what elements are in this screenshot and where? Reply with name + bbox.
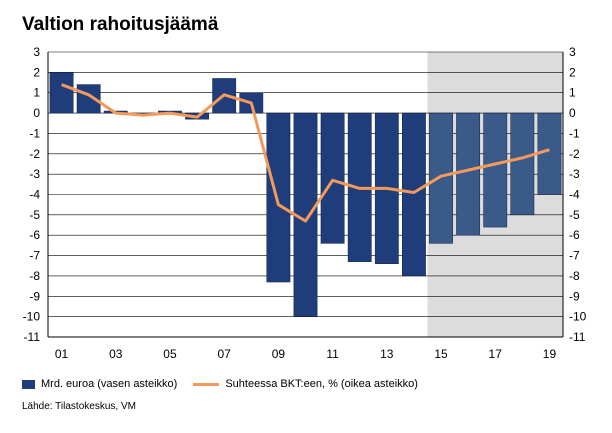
legend-line-label: Suhteessa BKT:een, % (oikea asteikko) (225, 378, 418, 390)
bar (429, 112, 453, 244)
y-tick-left: 2 (33, 65, 40, 79)
bar (49, 72, 74, 114)
y-tick-left: -7 (29, 249, 40, 263)
y-tick-left: -4 (29, 188, 40, 202)
y-tick-right: 1 (569, 86, 576, 100)
y-tick-right: -5 (569, 208, 580, 222)
y-tick-right: 0 (569, 106, 576, 120)
y-tick-right: -8 (569, 269, 580, 283)
legend-line-swatch (193, 382, 220, 386)
bar (483, 112, 508, 228)
bar (320, 112, 345, 244)
y-tick-left: 1 (33, 86, 40, 100)
legend-item-line: Suhteessa BKT:een, % (oikea asteikko) (193, 378, 418, 390)
y-tick-right: 2 (569, 65, 576, 79)
y-tick-right: -7 (569, 249, 580, 263)
y-tick-right: -6 (569, 228, 580, 242)
x-tick: 03 (109, 347, 123, 361)
bar (266, 112, 291, 283)
bar (537, 112, 562, 195)
x-tick: 11 (326, 347, 339, 361)
x-tick: 01 (55, 347, 69, 361)
legend: Mrd. euroa (vasen asteikko) Suhteessa BK… (22, 378, 434, 390)
y-tick-left: -8 (29, 269, 40, 283)
x-tick: 07 (218, 347, 232, 361)
x-tick: 19 (543, 347, 557, 361)
y-tick-right: -2 (569, 147, 580, 161)
y-tick-right: -10 (569, 310, 587, 324)
y-tick-left: -3 (29, 167, 40, 181)
legend-bar-swatch (22, 379, 35, 389)
source-note: Lähde: Tilastokeskus, VM (22, 401, 136, 412)
y-tick-left: -10 (23, 310, 41, 324)
y-tick-left: -11 (24, 330, 41, 344)
y-tick-left: -1 (29, 126, 40, 140)
legend-bar-label: Mrd. euroa (vasen asteikko) (41, 378, 178, 390)
bar (402, 112, 426, 277)
y-tick-left: -6 (29, 228, 40, 242)
y-tick-left: -2 (29, 147, 40, 161)
y-tick-left: -9 (29, 289, 40, 303)
x-tick: 05 (163, 347, 177, 361)
y-tick-right: -11 (569, 330, 586, 344)
bar (510, 112, 535, 216)
y-tick-right: -4 (569, 188, 580, 202)
y-tick-right: -9 (569, 289, 580, 303)
x-tick: 09 (272, 347, 286, 361)
bar (456, 112, 481, 236)
y-tick-right: -3 (569, 167, 580, 181)
y-tick-left: 3 (33, 45, 40, 59)
x-tick: 17 (489, 347, 503, 361)
x-tick: 13 (380, 347, 394, 361)
line-series (61, 83, 550, 223)
legend-item-bars: Mrd. euroa (vasen asteikko) (22, 378, 177, 390)
y-tick-left: -5 (29, 208, 40, 222)
x-tick: 15 (434, 347, 448, 361)
y-tick-left: 0 (33, 106, 40, 120)
y-tick-right: 3 (569, 45, 576, 59)
y-tick-right: -1 (569, 126, 580, 140)
chart-title: Valtion rahoitusjäämä (22, 14, 219, 35)
